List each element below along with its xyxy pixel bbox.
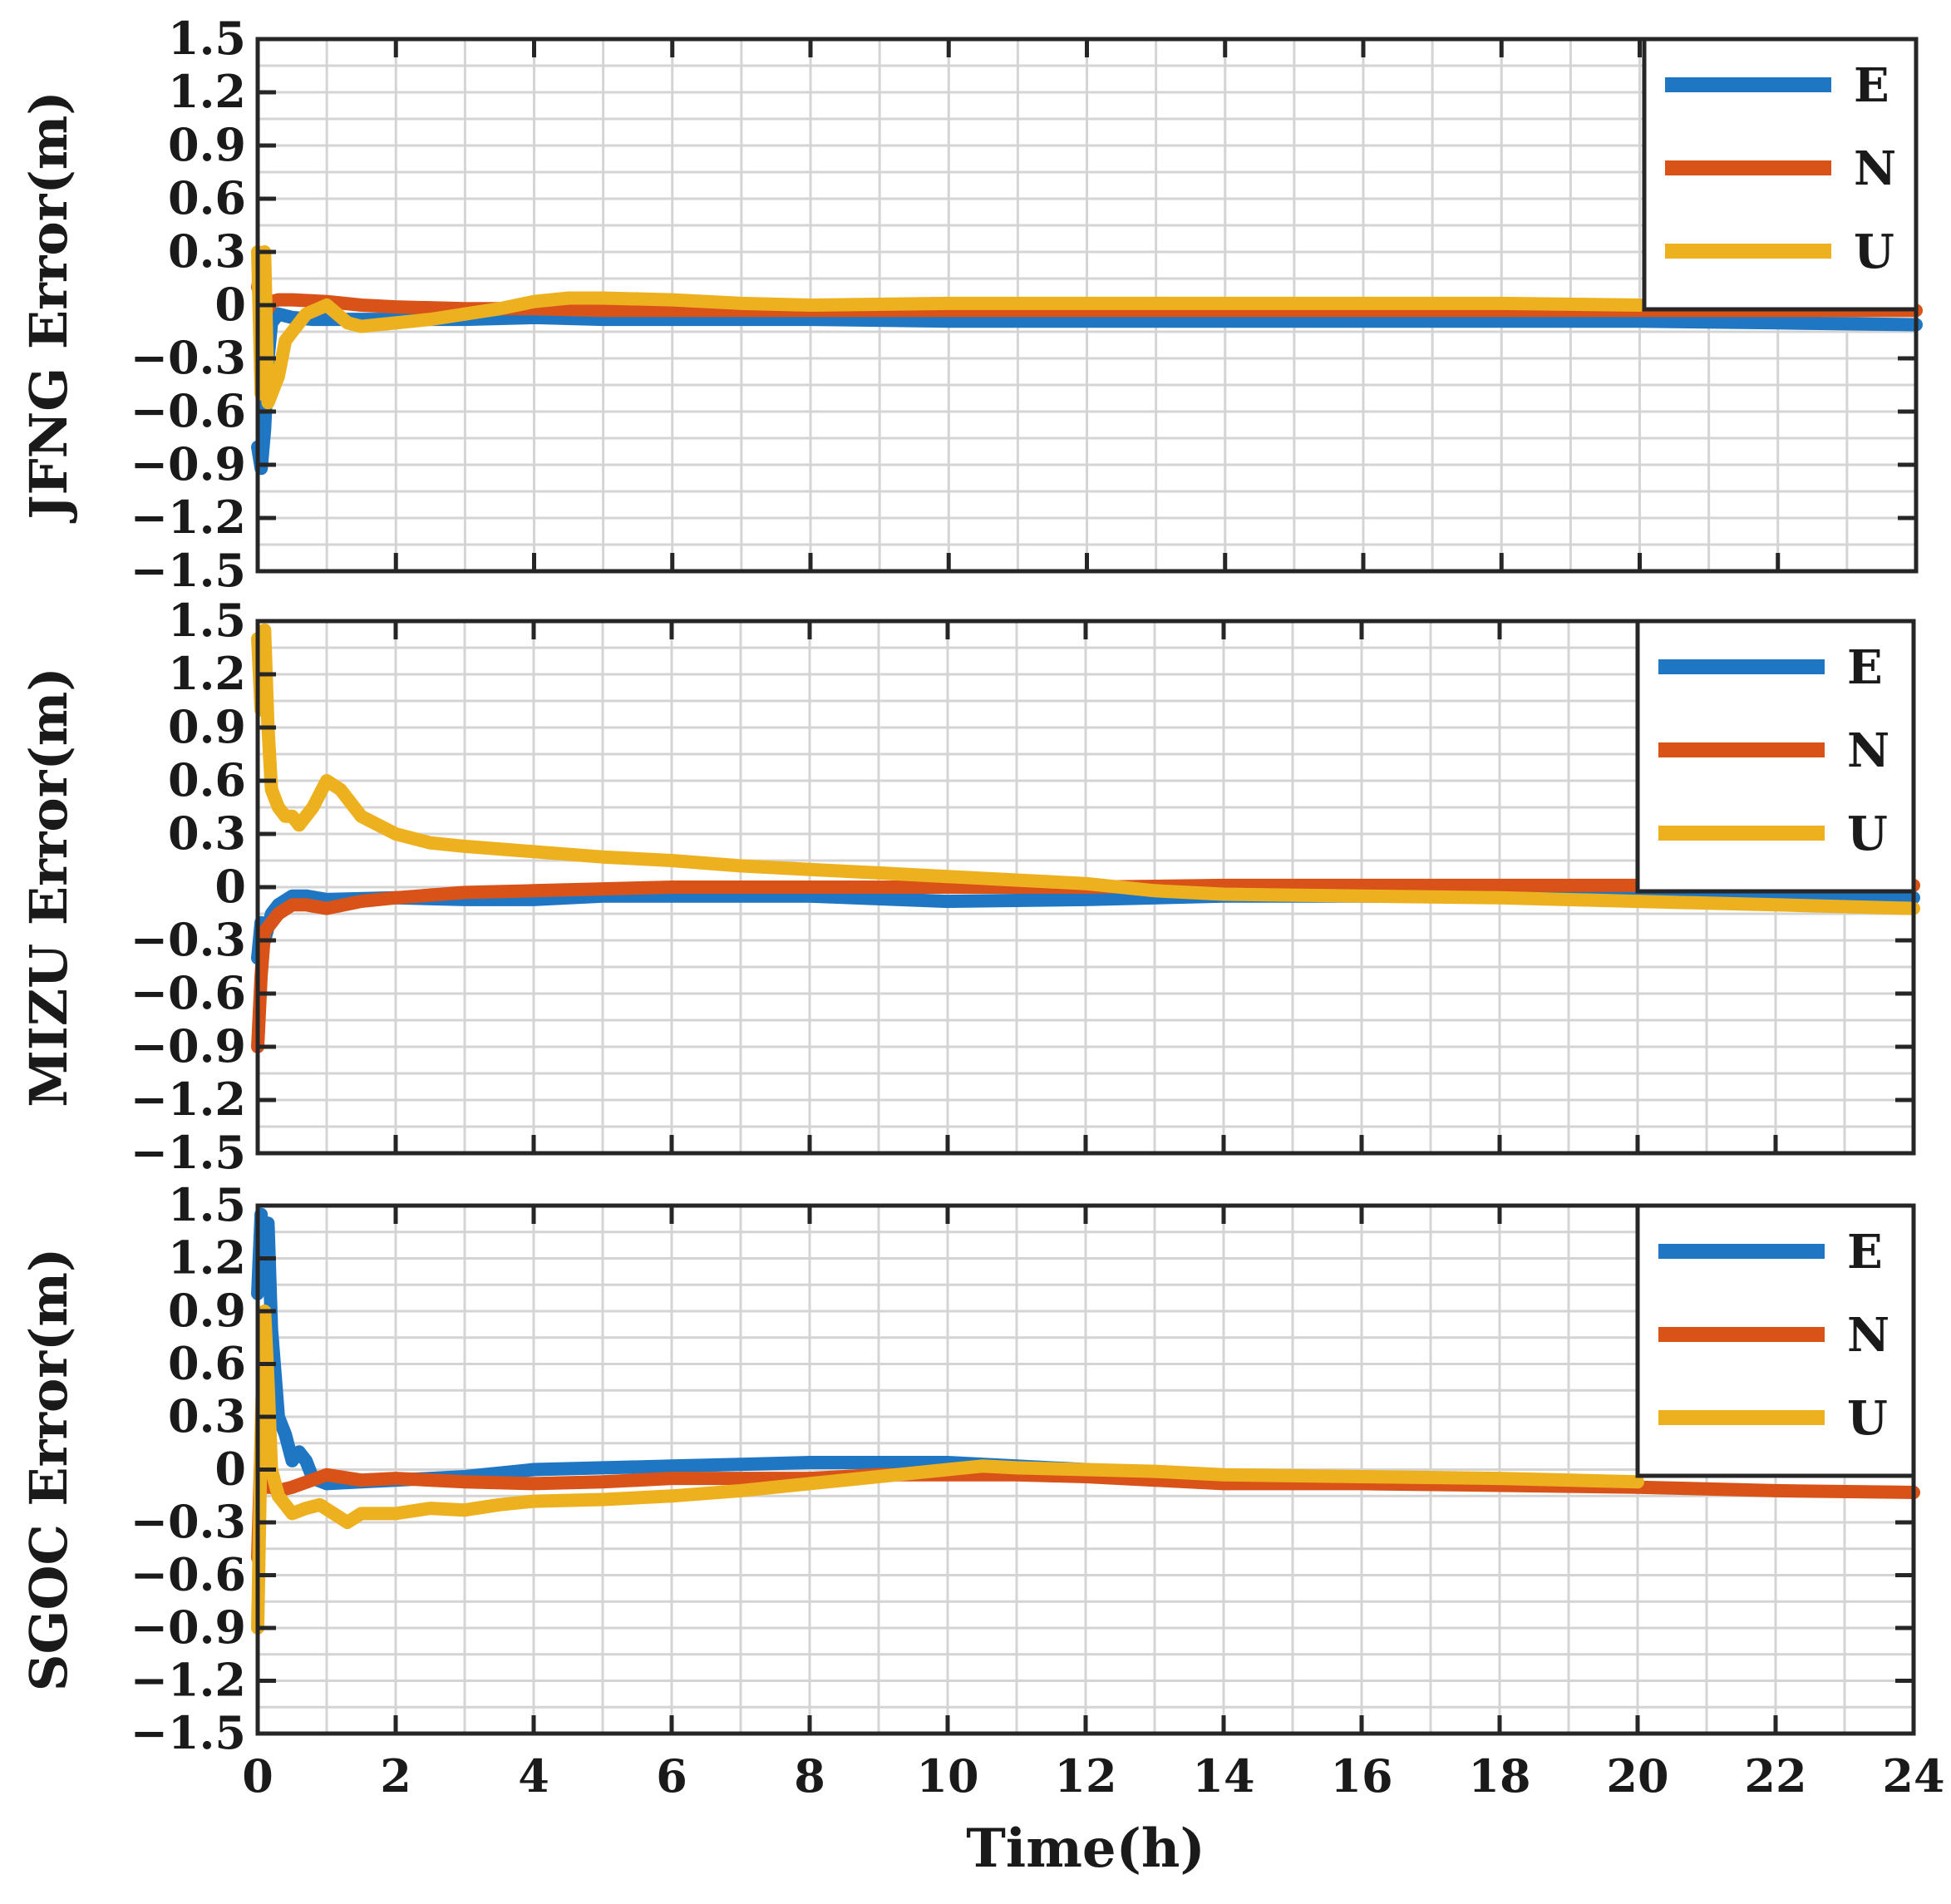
x-tick-label: 10 xyxy=(916,1749,978,1803)
x-tick-label: 2 xyxy=(380,1749,411,1803)
legend-label-U: U xyxy=(1847,1391,1888,1446)
y-tick-label: −0.9 xyxy=(131,1019,246,1073)
y-tick-label: 0.3 xyxy=(168,806,246,860)
y-tick-label: 0.3 xyxy=(168,1389,246,1443)
x-tick-label: 0 xyxy=(242,1749,273,1803)
y-tick-label: −1.5 xyxy=(131,1126,246,1179)
series-line-U xyxy=(251,245,1647,410)
y-axis-label: JFNG Error(m) xyxy=(18,91,79,523)
y-tick-label: −0.6 xyxy=(131,1548,246,1601)
x-tick-label: 16 xyxy=(1330,1749,1392,1803)
y-tick-label: −1.5 xyxy=(131,544,246,597)
series-line-N xyxy=(251,878,1920,1053)
series-line-U xyxy=(251,1305,1644,1635)
y-axis-label: SGOC Error(m) xyxy=(18,1248,79,1692)
legend: ENU xyxy=(1635,1203,1916,1478)
x-axis-label: Time(h) xyxy=(966,1818,1205,1880)
x-tick-label: 4 xyxy=(518,1749,549,1803)
y-tick-label: −0.9 xyxy=(131,437,246,491)
y-tick-label: 1.2 xyxy=(168,647,246,700)
legend-label-E: E xyxy=(1854,58,1889,113)
x-tick-label: 8 xyxy=(794,1749,825,1803)
y-tick-label: −0.9 xyxy=(131,1601,246,1654)
y-tick-label: 1.2 xyxy=(168,65,246,118)
legend-label-N: N xyxy=(1847,1308,1889,1363)
y-tick-label: 0 xyxy=(214,860,246,913)
y-tick-label: −0.3 xyxy=(131,331,246,384)
y-tick-label: 0 xyxy=(214,278,246,331)
y-tick-label: 0.9 xyxy=(168,700,246,753)
x-tick-label: 6 xyxy=(656,1749,687,1803)
y-tick-label: 0.3 xyxy=(168,224,246,278)
y-tick-label: 0.9 xyxy=(168,118,246,171)
y-tick-label: −1.5 xyxy=(131,1706,246,1759)
y-tick-label: −0.6 xyxy=(131,384,246,437)
y-tick-label: −0.3 xyxy=(131,913,246,966)
y-tick-label: −1.2 xyxy=(131,491,246,544)
legend-label-E: E xyxy=(1847,640,1883,695)
series-line-U xyxy=(251,623,1920,915)
legend-label-U: U xyxy=(1854,224,1894,279)
x-tick-label: 18 xyxy=(1468,1749,1530,1803)
y-tick-label: 1.5 xyxy=(168,594,246,647)
y-tick-label: 1.5 xyxy=(168,1178,246,1231)
y-tick-label: 1.5 xyxy=(168,12,246,65)
y-tick-label: 0.6 xyxy=(168,1337,246,1390)
legend-label-N: N xyxy=(1854,141,1896,196)
chart-panel-1: 1.51.20.90.60.30−0.3−0.6−0.9−1.2−1.5 JFNG… xyxy=(18,12,1923,597)
legend: ENU xyxy=(1635,619,1916,894)
legend: ENU xyxy=(1642,37,1919,312)
legend-label-N: N xyxy=(1847,723,1889,778)
x-tick-label: 22 xyxy=(1744,1749,1806,1803)
x-tick-label: 14 xyxy=(1192,1749,1254,1803)
legend-label-E: E xyxy=(1847,1225,1883,1280)
y-tick-label: −1.2 xyxy=(131,1654,246,1707)
chart-panel-2: 1.51.20.90.60.30−0.3−0.6−0.9−1.2−1.5 MIZU… xyxy=(18,594,1920,1179)
x-tick-label: 12 xyxy=(1054,1749,1116,1803)
y-tick-label: −1.2 xyxy=(131,1073,246,1126)
y-tick-label: 0.6 xyxy=(168,171,246,224)
y-tick-label: −0.3 xyxy=(131,1495,246,1548)
y-axis-label: MIZU Error(m) xyxy=(18,667,79,1107)
legend-label-U: U xyxy=(1847,806,1888,861)
y-tick-label: 1.2 xyxy=(168,1231,246,1285)
x-tick-label: 20 xyxy=(1606,1749,1668,1803)
y-tick-label: −0.6 xyxy=(131,966,246,1019)
y-tick-label: 0.9 xyxy=(168,1284,246,1337)
y-tick-label: 0.6 xyxy=(168,753,246,806)
x-tick-label: 24 xyxy=(1882,1749,1944,1803)
y-tick-label: 0 xyxy=(214,1443,246,1496)
chart-panel-3: 1.51.20.90.60.30−0.3−0.6−0.9−1.2−1.50 2 4 6… xyxy=(18,1178,1945,1880)
